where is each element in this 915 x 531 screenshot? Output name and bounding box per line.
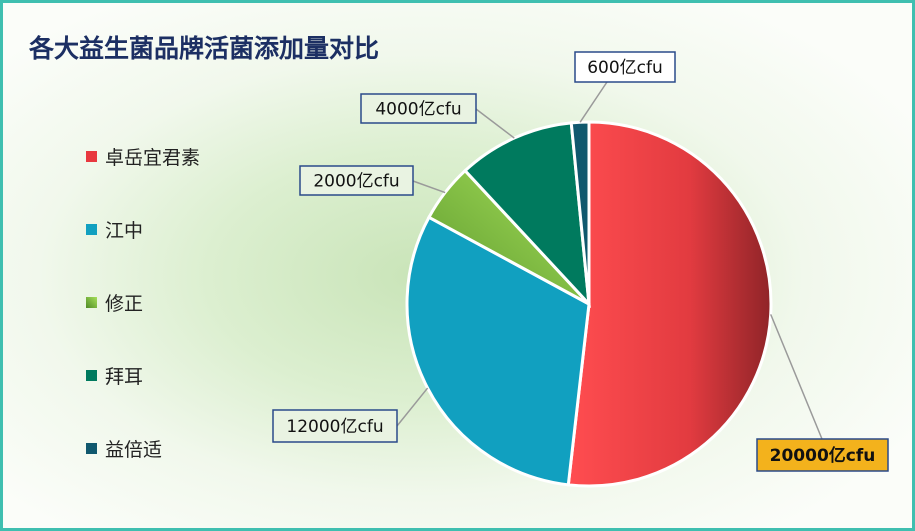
leader-line (579, 81, 608, 123)
data-label: 600亿cfu (574, 51, 676, 83)
leader-line (475, 108, 515, 139)
leader-line (396, 387, 429, 427)
legend-item-拜耳: 拜耳 (86, 363, 144, 388)
legend-item-益倍适: 益倍适 (86, 436, 163, 461)
legend-label: 益倍适 (105, 438, 163, 461)
data-label-box (360, 93, 477, 124)
legend-label: 江中 (105, 219, 144, 242)
data-label: 2000亿cfu (299, 165, 414, 196)
legend-swatch (86, 296, 97, 308)
leader-line (412, 180, 446, 194)
legend-swatch (86, 223, 97, 235)
legend-label: 修正 (105, 292, 144, 315)
data-label: 12000亿cfu (272, 409, 398, 443)
legend-swatch (86, 369, 97, 381)
data-label-text: 600亿cfu (587, 58, 663, 78)
data-label-text: 12000亿cfu (286, 417, 383, 437)
data-label-text: 4000亿cfu (375, 100, 461, 120)
legend-label: 拜耳 (105, 365, 144, 388)
data-label-box (299, 165, 414, 196)
legend-swatch (86, 150, 97, 162)
data-label: 4000亿cfu (360, 93, 477, 124)
data-label-box (574, 51, 676, 83)
leader-line (770, 314, 823, 440)
legend-item-修正: 修正 (86, 290, 144, 315)
legend-item-卓岳宜君素: 卓岳宜君素 (86, 144, 201, 169)
data-label-box (756, 438, 889, 472)
chart-title: 各大益生菌品牌活菌添加量对比 (29, 34, 380, 63)
data-label-text: 20000亿cfu (770, 445, 876, 466)
data-label: 20000亿cfu (756, 438, 889, 472)
legend-label: 卓岳宜君素 (105, 146, 201, 169)
data-label-text: 2000亿cfu (313, 172, 399, 192)
pie-slice (566, 120, 773, 488)
pie-slice (462, 121, 591, 309)
legend-swatch (86, 442, 97, 454)
legend-item-江中: 江中 (86, 217, 144, 242)
data-label-box (272, 409, 398, 443)
